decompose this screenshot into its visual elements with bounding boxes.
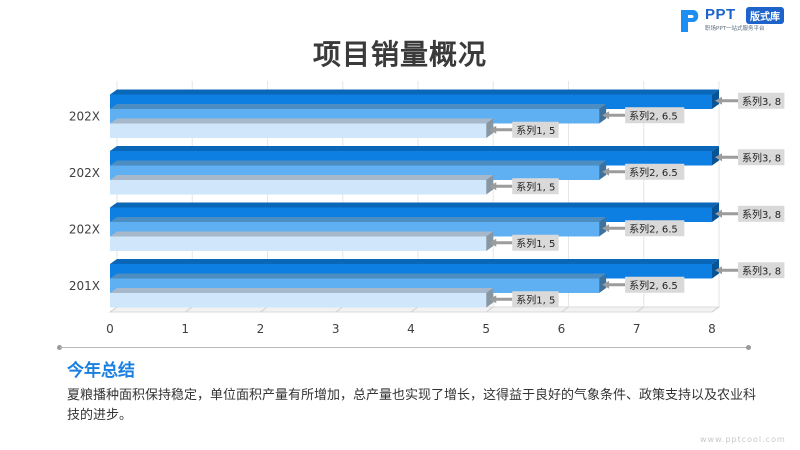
data-label-box — [738, 262, 785, 279]
logo-mark-icon — [681, 10, 699, 32]
data-label-box — [625, 107, 685, 124]
category-label: 201X — [69, 279, 100, 293]
x-tick-label: 6 — [558, 322, 566, 336]
logo-badge: 版式库 — [746, 7, 784, 24]
data-label: 系列3, 8 — [742, 95, 781, 108]
bar-end-系列2 — [599, 160, 607, 180]
bar-系列1 — [110, 236, 487, 251]
bar-top-系列2 — [110, 273, 607, 279]
summary-heading: 今年总结 — [67, 361, 135, 381]
bar-end-系列1 — [486, 288, 494, 308]
page-title: 项目销量概况 — [312, 38, 487, 71]
bar-top-系列2 — [110, 217, 607, 222]
divider-dot-right — [746, 345, 751, 350]
bar-top-系列2 — [110, 160, 607, 166]
data-label: 系列1, 5 — [516, 180, 555, 193]
divider-dot-left — [57, 345, 62, 350]
callout-arrow — [602, 280, 626, 289]
bar-end-系列3 — [712, 146, 719, 166]
data-label: 系列2, 6.5 — [629, 222, 678, 235]
floor-tick — [184, 306, 193, 313]
callout-arrow — [602, 224, 626, 233]
callout-arrow — [715, 209, 738, 218]
bar-top-系列2 — [110, 104, 607, 109]
bar-top-系列3 — [110, 202, 719, 208]
bar-top-系列1 — [110, 118, 494, 124]
data-label-box — [512, 178, 559, 195]
callout-arrow — [715, 153, 738, 162]
floor-tick — [711, 306, 720, 313]
bar-top-系列1 — [110, 231, 494, 237]
data-label-box — [738, 205, 785, 222]
floor-tick — [335, 306, 344, 313]
data-label-box — [738, 149, 785, 166]
bar-系列1 — [110, 293, 487, 308]
data-label-box — [512, 121, 559, 138]
data-label-box — [625, 276, 685, 293]
bar-end-系列2 — [599, 217, 607, 237]
data-label: 系列2, 6.5 — [629, 166, 678, 179]
bar-系列1 — [110, 180, 487, 195]
floor-tick — [485, 306, 494, 313]
data-label-box — [625, 220, 685, 237]
x-tick-label: 5 — [482, 322, 490, 336]
summary-body: 夏粮播种面积保持稳定，单位面积产量有所增加，总产量也实现了增长，这得益于良好的气… — [67, 388, 757, 423]
bar-top-系列3 — [110, 89, 719, 95]
data-label: 系列2, 6.5 — [629, 109, 678, 122]
bar-chart: 0 1 2 3 4 5 6 7 8 201X 系列3, 8 系列2, 6.5 系列1, 5 202X 系列3… — [69, 81, 785, 336]
data-label: 系列1, 5 — [516, 237, 555, 250]
x-tick-label: 4 — [407, 322, 415, 336]
callout-arrow — [489, 295, 513, 304]
floor-tick — [636, 306, 645, 313]
x-tick-label: 2 — [257, 322, 265, 336]
bar-top-系列1 — [110, 175, 494, 180]
callout-arrow — [489, 125, 513, 134]
brand-logo — [678, 7, 794, 37]
data-label: 系列3, 8 — [742, 264, 781, 277]
logo-tagline: 职场PPT一站式服务平台 — [705, 26, 765, 32]
logo-text: PPT — [705, 6, 736, 23]
callout-arrow — [715, 96, 738, 105]
bar-end-系列1 — [486, 175, 494, 195]
bar-end-系列3 — [712, 202, 719, 222]
data-label-box — [625, 163, 685, 180]
bar-top-系列3 — [110, 146, 719, 151]
data-label: 系列3, 8 — [742, 208, 781, 221]
floor-tick — [260, 306, 268, 313]
bar-end-系列1 — [486, 231, 494, 251]
callout-arrow — [489, 238, 513, 247]
x-tick-label: 0 — [106, 322, 114, 336]
bar-end-系列2 — [599, 104, 607, 124]
floor-tick — [561, 306, 569, 313]
category-label: 202X — [69, 109, 100, 123]
callout-arrow — [715, 266, 738, 275]
x-tick-label: 3 — [332, 322, 340, 336]
data-label: 系列1, 5 — [516, 124, 555, 137]
data-label-box — [738, 92, 785, 109]
bar-end-系列3 — [712, 259, 719, 279]
callout-arrow — [602, 167, 626, 176]
watermark: www.pptcool.com — [700, 435, 786, 444]
x-tick-label: 7 — [633, 322, 641, 336]
bar-系列1 — [110, 123, 487, 138]
data-label: 系列1, 5 — [516, 293, 555, 306]
data-label: 系列2, 6.5 — [629, 279, 678, 292]
bar-top-系列1 — [110, 288, 494, 293]
callout-arrow — [602, 111, 626, 120]
bar-end-系列3 — [712, 89, 719, 109]
x-tick-label: 8 — [708, 322, 716, 336]
bar-top-系列3 — [110, 259, 719, 264]
data-label: 系列3, 8 — [742, 151, 781, 164]
bar-end-系列1 — [486, 118, 494, 138]
floor-tick — [410, 306, 419, 313]
category-label: 202X — [69, 222, 100, 236]
floor-tick — [109, 306, 118, 313]
data-label-box — [512, 291, 559, 308]
divider-line — [60, 347, 750, 348]
x-tick-label: 1 — [181, 322, 189, 336]
bar-end-系列2 — [599, 273, 607, 293]
category-label: 202X — [69, 166, 100, 180]
callout-arrow — [489, 182, 513, 191]
data-label-box — [512, 234, 559, 251]
